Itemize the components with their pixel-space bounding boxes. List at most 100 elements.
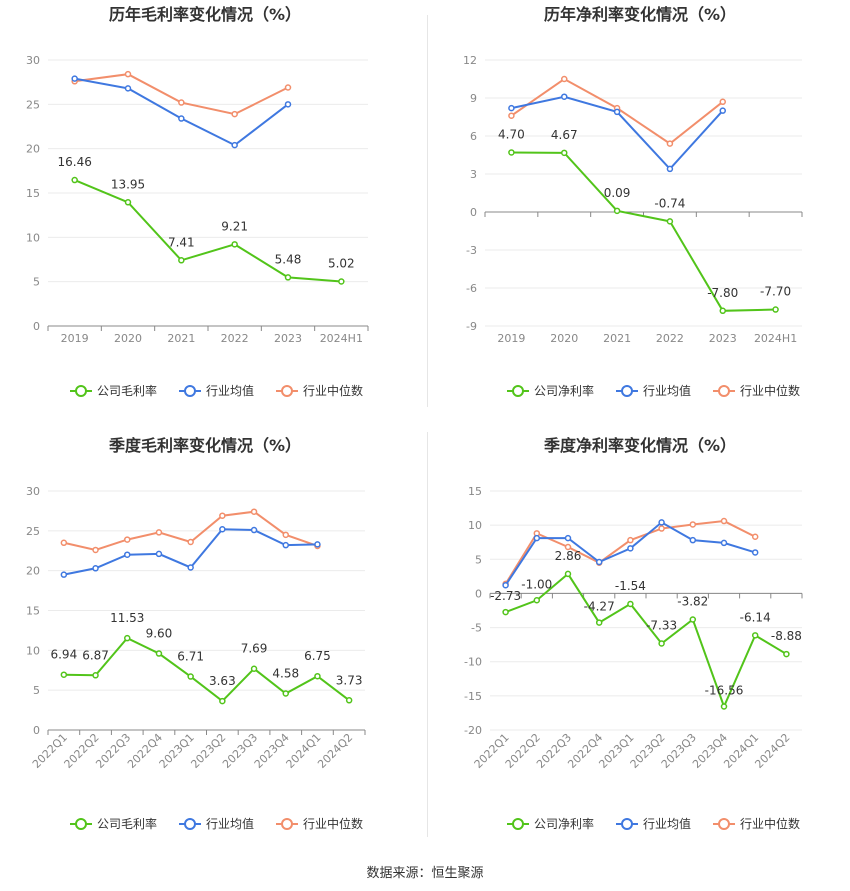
legend-marker bbox=[512, 818, 524, 830]
data-point bbox=[92, 565, 99, 572]
data-point bbox=[564, 543, 572, 551]
data-label: 4.67 bbox=[551, 128, 578, 142]
data-point bbox=[231, 241, 238, 248]
legend-marker bbox=[621, 818, 633, 830]
legend-label: 公司毛利率 bbox=[97, 383, 157, 398]
data-point bbox=[314, 541, 321, 548]
data-point bbox=[282, 531, 289, 539]
data-point bbox=[250, 508, 258, 515]
data-point bbox=[533, 597, 541, 604]
data-point bbox=[92, 546, 99, 554]
data-point bbox=[561, 149, 568, 157]
data-point bbox=[250, 526, 258, 534]
y-tick-label: 10 bbox=[468, 519, 482, 532]
data-point bbox=[71, 176, 78, 184]
legend-label: 公司净利率 bbox=[534, 383, 594, 398]
chart-quarterly-gross: 季度毛利率变化情况（%）0510152025302022Q12022Q22022… bbox=[26, 436, 366, 831]
data-point bbox=[720, 539, 728, 547]
data-point bbox=[282, 690, 289, 697]
legend-label: 公司净利率 bbox=[534, 816, 594, 831]
data-point bbox=[124, 70, 132, 78]
legend-marker bbox=[718, 385, 730, 397]
data-point bbox=[124, 634, 131, 642]
legend-marker bbox=[184, 385, 196, 397]
y-tick-label: -3 bbox=[466, 244, 477, 257]
y-tick-label: 25 bbox=[26, 525, 40, 538]
series-line-0 bbox=[74, 179, 342, 283]
data-label: -3.82 bbox=[677, 595, 708, 609]
data-label: 9.60 bbox=[146, 627, 173, 641]
legend-marker bbox=[281, 385, 293, 397]
data-label: 4.70 bbox=[498, 127, 525, 141]
x-tick-label: 2023 bbox=[709, 332, 737, 345]
data-point bbox=[231, 141, 238, 149]
data-point bbox=[284, 84, 292, 91]
y-tick-label: -10 bbox=[464, 656, 482, 669]
y-tick-label: 30 bbox=[26, 54, 40, 67]
y-tick-label: 3 bbox=[470, 168, 477, 181]
data-point bbox=[502, 608, 509, 616]
legend-marker bbox=[75, 385, 87, 397]
y-tick-label: 10 bbox=[26, 644, 40, 657]
y-tick-label: 0 bbox=[33, 320, 40, 333]
data-point bbox=[751, 632, 759, 639]
y-tick-label: 15 bbox=[468, 485, 482, 498]
legend-label: 行业均值 bbox=[206, 816, 254, 831]
data-point bbox=[658, 640, 665, 647]
y-tick-label: 5 bbox=[475, 553, 482, 566]
x-tick-label: 2019 bbox=[61, 332, 89, 345]
chart-annual-gross: 历年毛利率变化情况（%） 0 5 10 15 20 25 30 2019 2020 2021 2022… bbox=[26, 5, 369, 398]
data-label: 6.94 bbox=[50, 648, 77, 662]
data-point bbox=[627, 536, 634, 544]
data-label: 4.58 bbox=[272, 667, 299, 681]
data-point bbox=[219, 525, 226, 533]
y-tick-label: 9 bbox=[470, 92, 477, 105]
x-tick-label: 2021 bbox=[167, 332, 195, 345]
data-point bbox=[783, 650, 790, 658]
data-point bbox=[124, 536, 131, 543]
data-point bbox=[155, 529, 163, 536]
x-tick-label: 2021 bbox=[603, 332, 631, 345]
x-tick-label: 2020 bbox=[114, 332, 142, 345]
data-label: -16.56 bbox=[705, 684, 744, 698]
y-tick-label: 15 bbox=[26, 187, 40, 200]
data-point bbox=[751, 549, 759, 556]
data-point bbox=[658, 519, 665, 526]
data-label: -0.74 bbox=[654, 196, 685, 210]
data-label: 2.86 bbox=[555, 549, 582, 563]
data-point bbox=[60, 571, 68, 578]
data-point bbox=[719, 307, 726, 315]
y-tick-label: 25 bbox=[26, 98, 40, 111]
data-label: 16.46 bbox=[57, 155, 91, 169]
data-point bbox=[508, 104, 515, 112]
data-label: -1.54 bbox=[615, 579, 646, 593]
legend-label: 行业均值 bbox=[206, 383, 254, 398]
data-label: 13.95 bbox=[111, 177, 145, 191]
y-tick-label: 0 bbox=[33, 724, 40, 737]
data-point bbox=[60, 671, 68, 678]
data-point bbox=[124, 551, 131, 558]
x-tick-label: 2024H1 bbox=[320, 332, 363, 345]
data-point bbox=[564, 570, 572, 578]
data-label: 5.48 bbox=[275, 252, 302, 266]
x-tick-label: 2022 bbox=[221, 332, 249, 345]
panel-divider bbox=[427, 15, 428, 407]
data-point bbox=[155, 650, 163, 657]
data-point bbox=[282, 541, 289, 549]
data-label: -7.70 bbox=[760, 285, 791, 299]
data-point bbox=[613, 108, 621, 116]
data-point bbox=[231, 110, 238, 118]
data-point bbox=[508, 149, 515, 156]
data-label: -7.33 bbox=[646, 618, 677, 632]
data-point bbox=[178, 99, 185, 106]
data-point bbox=[666, 165, 674, 173]
data-point bbox=[124, 85, 132, 92]
legend-label: 行业均值 bbox=[643, 816, 691, 831]
x-tick-label: 2024Q2 bbox=[752, 731, 792, 771]
chart-annual-net: 历年净利率变化情况（%） -9 -6 -3 0 3 6 9 12 2019 2020 2021 2022… bbox=[463, 5, 803, 398]
data-point bbox=[689, 536, 697, 544]
series-line-0 bbox=[63, 636, 350, 703]
data-label: 6.75 bbox=[304, 649, 331, 663]
series-line-0 bbox=[505, 572, 787, 710]
